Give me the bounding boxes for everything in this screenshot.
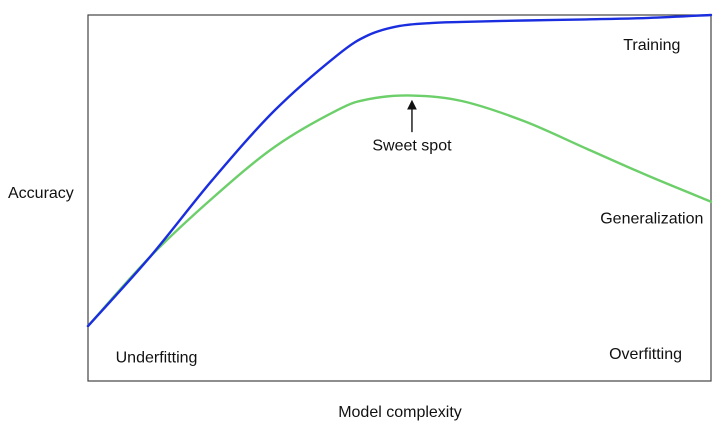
- plot-frame: [87, 14, 712, 382]
- series-line-generalization: [86, 94, 713, 328]
- series-line-training: [86, 13, 713, 328]
- annotation-layer: Training Generalization Sweet spot Underfit…: [116, 37, 704, 367]
- series-layer: [86, 13, 713, 328]
- sweet-spot-label: Sweet spot: [372, 137, 452, 154]
- overfitting-label: Overfitting: [609, 346, 682, 363]
- underfitting-label: Underfitting: [116, 350, 198, 367]
- x-axis-label: Model complexity: [338, 404, 462, 421]
- training-label: Training: [623, 37, 680, 54]
- y-axis-label: Accuracy: [8, 185, 74, 202]
- generalization-label: Generalization: [600, 211, 703, 228]
